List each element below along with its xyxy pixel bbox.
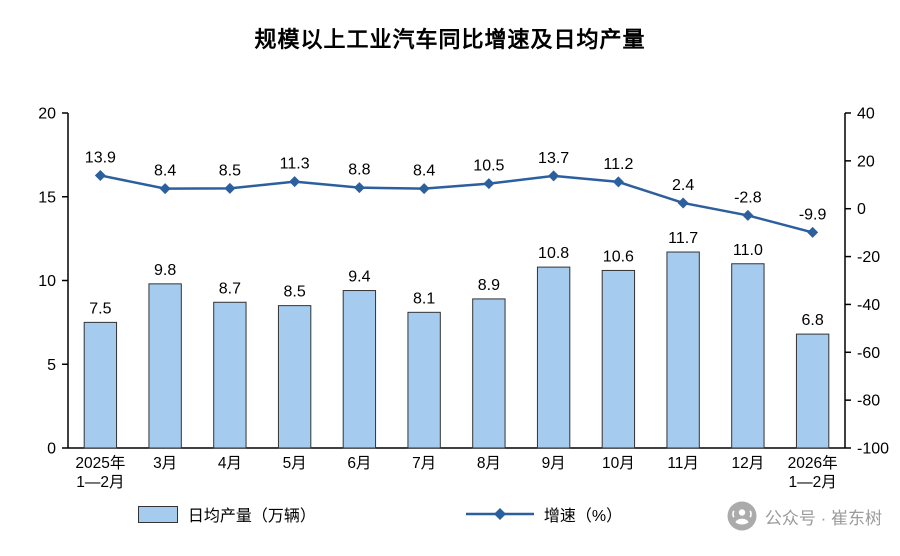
line-value-label: -2.8 [734, 189, 762, 206]
line-marker-diamond [159, 183, 171, 195]
line-marker-diamond [289, 176, 301, 188]
bar-value-label: 10.8 [538, 245, 569, 262]
line-value-label: 13.7 [538, 150, 569, 167]
x-axis-category-label: 1—2月 [789, 474, 837, 491]
left-axis-tick-label: 5 [47, 357, 56, 374]
x-axis-category-label: 2025年 [75, 454, 125, 472]
bar-value-label: 10.6 [603, 248, 634, 265]
chart-title: 规模以上工业汽车同比增速及日均产量 [254, 27, 646, 52]
line-value-label: 10.5 [473, 158, 504, 175]
line-value-label: 8.4 [154, 163, 176, 180]
bar [407, 311, 441, 449]
bar-value-label: 9.8 [154, 262, 176, 279]
line-marker-diamond [612, 176, 624, 188]
line-value-label: 11.2 [603, 156, 633, 173]
line-marker-diamond [483, 178, 495, 190]
line-marker-diamond [742, 209, 754, 221]
x-axis-category-label: 2026年 [788, 454, 838, 472]
bar-value-label: 6.8 [802, 312, 824, 329]
bar [536, 266, 571, 449]
line-value-label: 8.4 [413, 163, 435, 180]
right-axis-tick-label: -100 [857, 441, 889, 458]
watermark: 公众号 · 崔东树 [727, 501, 882, 531]
legend-item-line: 增速（%） [465, 502, 623, 526]
right-axis-tick-label: -80 [857, 393, 880, 410]
bar [277, 305, 312, 449]
chart-legend: 日均产量（万辆） 增速（%） [0, 502, 760, 526]
line-marker-diamond [807, 226, 819, 238]
bar-value-label: 9.4 [348, 269, 370, 286]
line-value-label: -9.9 [799, 206, 827, 223]
left-axis-tick-label: 15 [38, 189, 56, 206]
x-axis-category-label: 1—2月 [76, 474, 124, 491]
line-legend-swatch [465, 508, 534, 520]
line-marker-diamond [94, 169, 106, 181]
bar-value-label: 7.5 [89, 300, 111, 317]
growth-rate-line [100, 174, 813, 234]
line-value-label: 13.9 [85, 149, 116, 166]
line-legend-label: 增速（%） [543, 508, 623, 525]
left-axis-tick-label: 0 [47, 441, 56, 458]
legend-item-bar: 日均产量（万辆） [137, 502, 316, 526]
x-axis-category-label: 9月 [542, 455, 566, 472]
x-axis-category-label: 8月 [477, 455, 501, 472]
bar-value-label: 8.7 [219, 280, 241, 297]
left-axis-tick-label: 10 [38, 273, 56, 290]
line-marker-diamond [418, 183, 430, 195]
x-axis-category-label: 12月 [732, 455, 765, 472]
line-marker-diamond [548, 170, 560, 182]
line-value-label: 11.3 [280, 156, 310, 173]
line-marker-diamond [353, 182, 365, 194]
bar-value-label: 11.7 [668, 230, 698, 247]
left-axis-tick-label: 20 [38, 106, 56, 123]
right-axis-tick-label: -60 [857, 345, 880, 362]
bar [213, 301, 247, 449]
bar [148, 283, 182, 449]
x-axis-category-label: 5月 [283, 455, 307, 472]
right-axis-tick-label: -40 [857, 297, 880, 314]
line-marker-diamond [224, 182, 236, 194]
bar [601, 269, 636, 449]
bar [472, 298, 506, 449]
line-value-label: 2.4 [672, 177, 694, 194]
bar-legend-label: 日均产量（万辆） [187, 508, 316, 525]
bar-value-label: 11.0 [733, 242, 763, 259]
right-axis-tick-label: 20 [857, 153, 875, 170]
bar-value-label: 8.1 [413, 290, 435, 307]
bar [795, 333, 830, 449]
x-axis-category-label: 6月 [347, 455, 371, 472]
right-axis-tick-label: 0 [857, 201, 866, 218]
watermark-text: 公众号 · 崔东树 [764, 508, 882, 528]
line-marker-diamond [677, 197, 689, 209]
line-value-label: 8.5 [219, 162, 241, 179]
line-value-label: 8.8 [348, 162, 370, 179]
x-axis-category-label: 11月 [667, 455, 699, 472]
wechat-official-account-icon [727, 501, 757, 531]
bar-value-label: 8.9 [478, 277, 500, 294]
bar-legend-swatch [137, 505, 178, 523]
bar [666, 251, 700, 449]
x-axis-category-label: 10月 [602, 455, 635, 472]
right-axis-tick-label: 40 [857, 106, 875, 123]
x-axis-category-label: 3月 [153, 455, 177, 472]
bar [342, 290, 377, 449]
bar [83, 321, 118, 449]
bar-value-label: 8.5 [284, 284, 306, 301]
right-axis-tick-label: -20 [857, 249, 880, 266]
x-axis-category-label: 4月 [218, 455, 242, 472]
bar [731, 263, 765, 449]
x-axis-category-label: 7月 [412, 455, 436, 472]
